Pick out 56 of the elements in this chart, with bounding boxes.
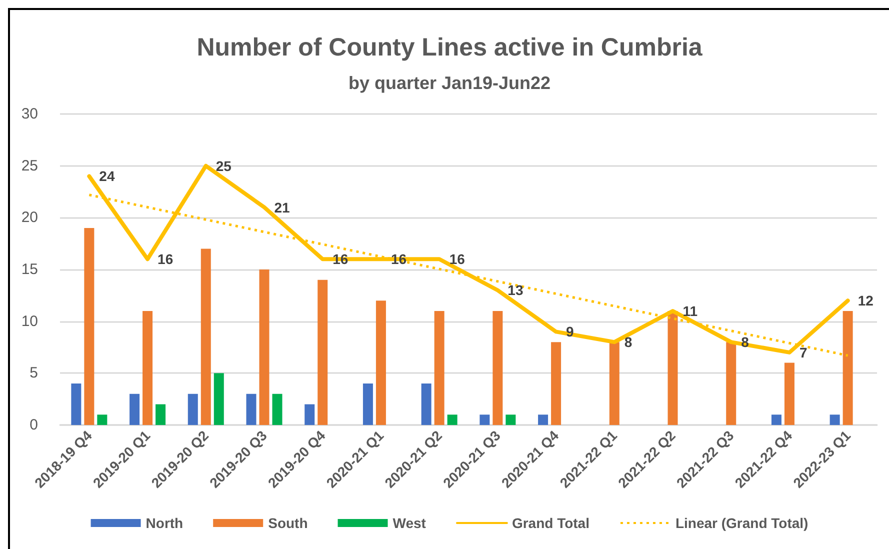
legend-label: West	[392, 515, 426, 531]
bar	[842, 310, 853, 425]
data-label: 16	[158, 251, 174, 268]
bar	[551, 342, 562, 425]
bar	[259, 270, 270, 425]
y-tick-label: 20	[21, 209, 38, 226]
data-label: 7	[799, 344, 808, 360]
chart-subtitle: by quarter Jan19-Jun22	[348, 73, 551, 93]
data-label: 21	[274, 199, 290, 216]
bar	[362, 384, 373, 425]
legend-label: North	[146, 515, 184, 531]
bar	[156, 404, 166, 425]
bar	[771, 414, 782, 425]
bar	[376, 300, 386, 425]
y-tick-label: 10	[21, 312, 38, 330]
chart-title: Number of County Lines active in Cumbria	[196, 34, 704, 62]
bar	[272, 394, 282, 425]
bar	[480, 414, 490, 425]
bar	[214, 373, 224, 425]
bar	[188, 394, 198, 425]
bar	[434, 310, 444, 425]
data-label: 25	[216, 158, 232, 174]
bar	[784, 362, 794, 425]
data-label: 11	[682, 302, 698, 319]
y-tick-label: 30	[21, 106, 38, 122]
bar	[142, 310, 153, 425]
bar	[447, 414, 458, 425]
y-tick-label: 0	[30, 416, 38, 434]
data-label: 24	[99, 168, 115, 184]
bar	[84, 228, 94, 425]
bar	[492, 310, 503, 425]
legend-label: Linear (Grand Total)	[675, 515, 808, 531]
bar	[830, 414, 840, 425]
bar	[246, 394, 256, 425]
y-tick-label: 15	[21, 261, 38, 278]
bar	[609, 342, 620, 425]
bar	[506, 414, 516, 425]
legend-label: South	[268, 515, 308, 531]
y-tick-label: 5	[30, 364, 38, 382]
data-label: 13	[508, 282, 524, 298]
bar	[130, 394, 140, 425]
data-label: 8	[624, 334, 632, 350]
legend-label: Grand Total	[512, 515, 590, 531]
data-label: 12	[858, 292, 874, 309]
bar	[538, 414, 548, 425]
bar	[421, 384, 432, 425]
bar	[71, 384, 82, 425]
bar	[726, 342, 736, 425]
data-label: 16	[449, 251, 466, 268]
bar	[200, 248, 211, 425]
y-tick-label: 25	[21, 157, 38, 174]
data-label: 8	[741, 334, 750, 350]
bar	[668, 310, 678, 425]
bar	[97, 414, 108, 425]
bar	[304, 404, 315, 425]
bar	[318, 280, 328, 425]
